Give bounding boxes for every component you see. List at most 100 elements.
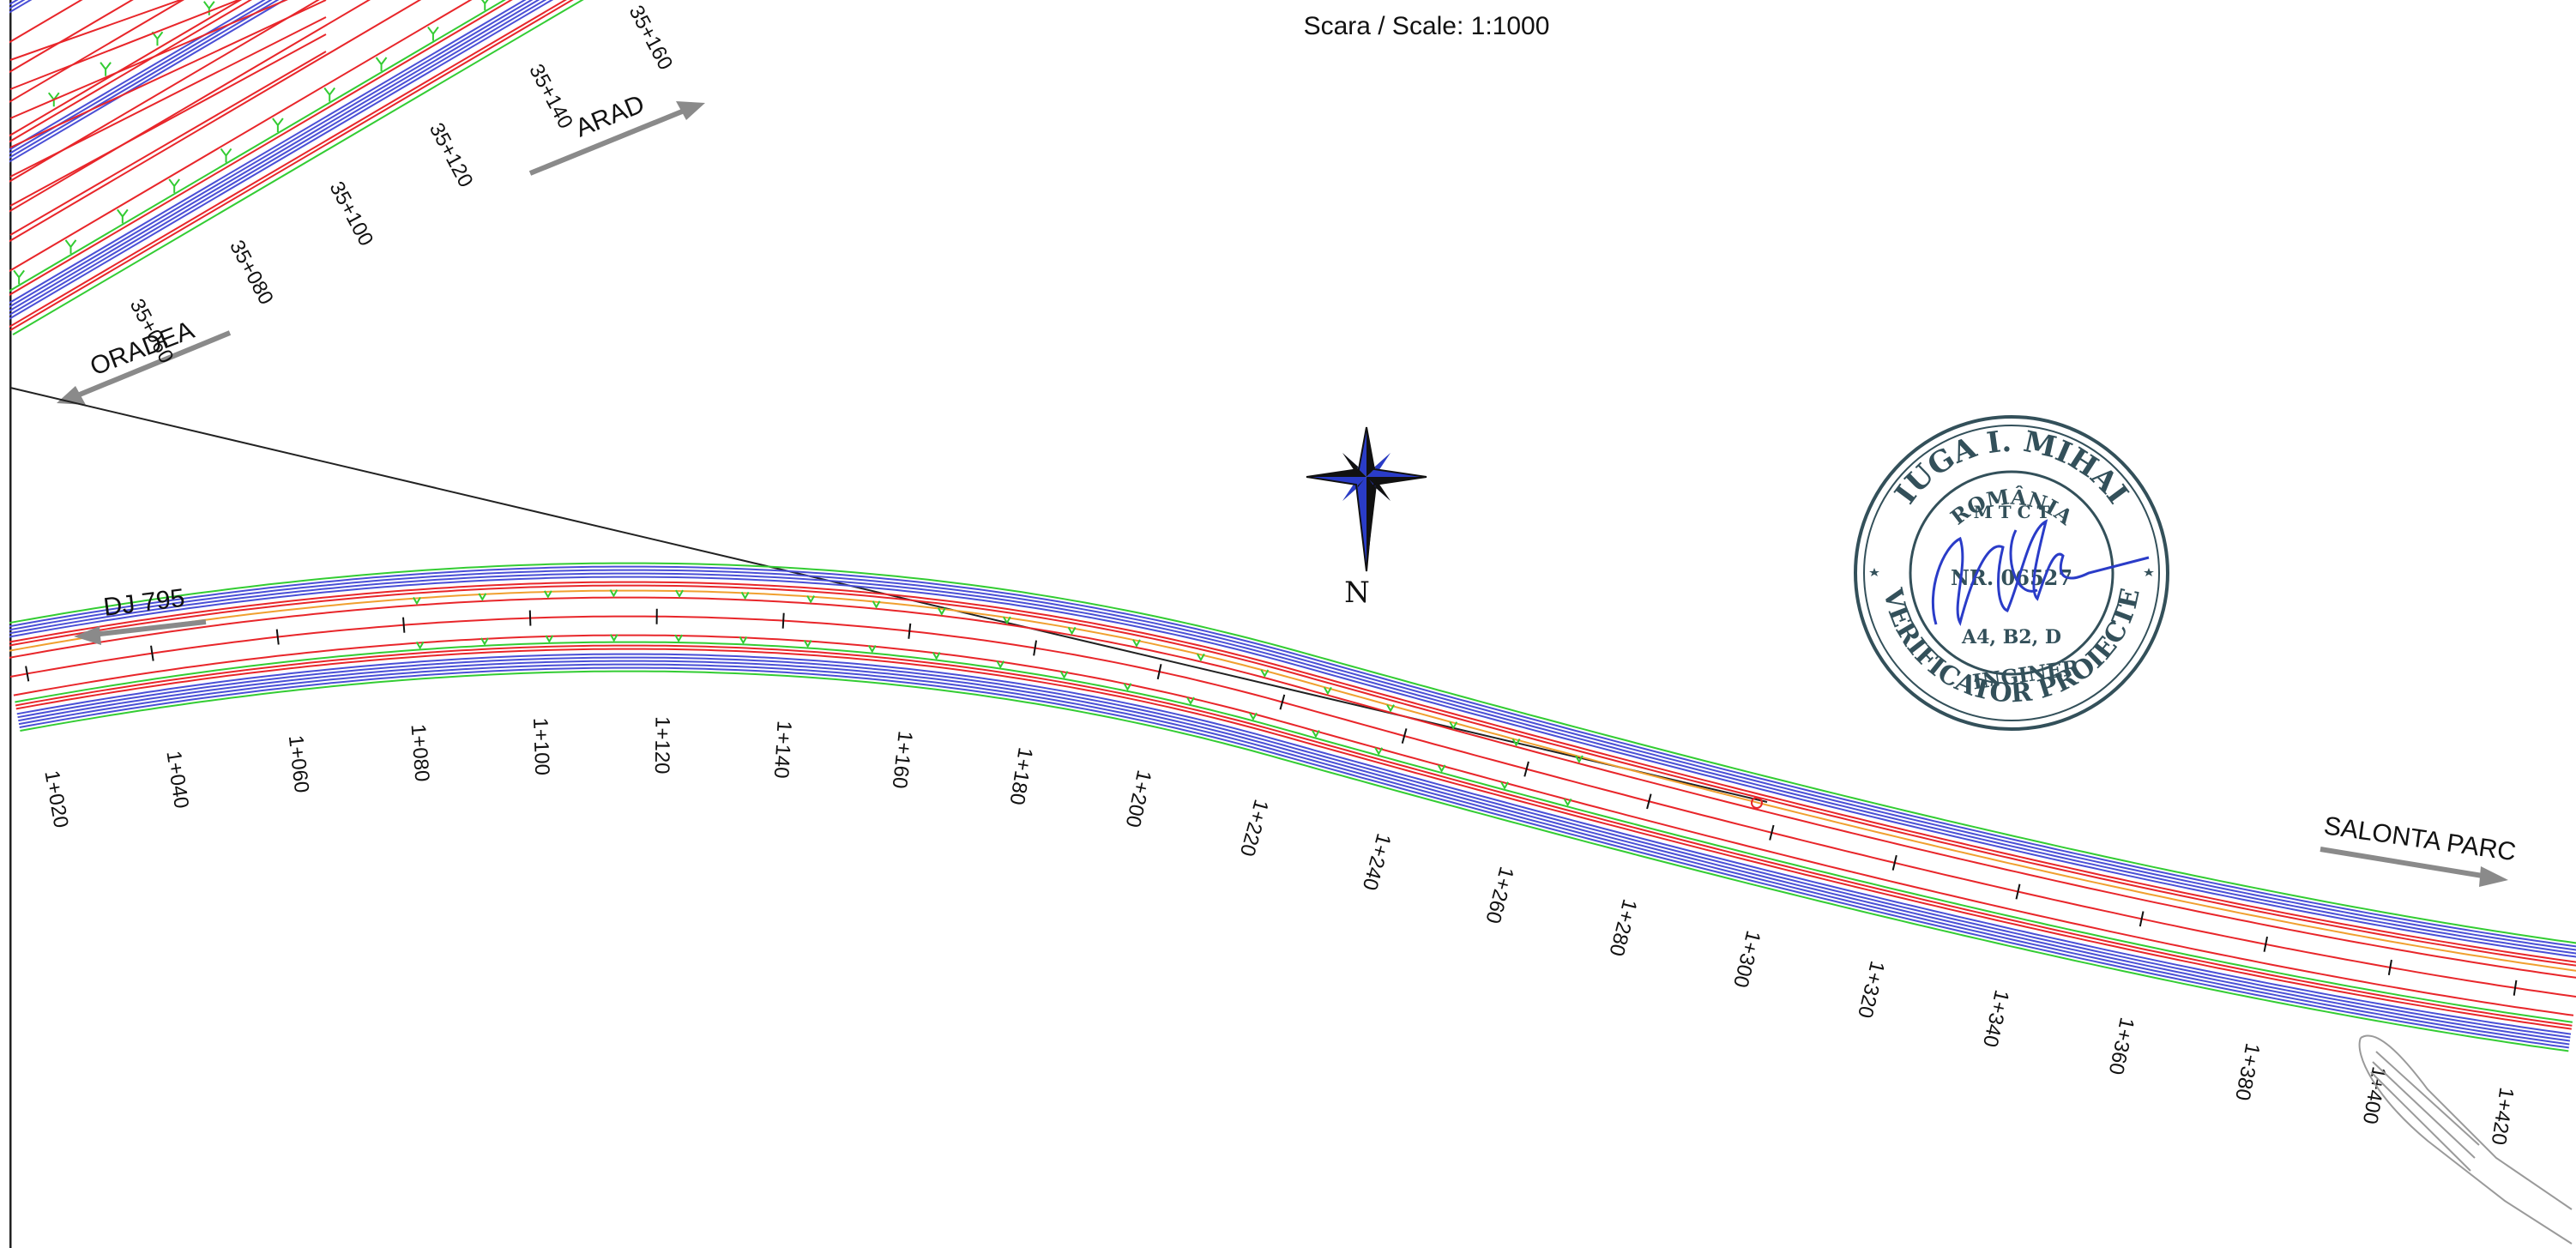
road-line — [3, 576, 2576, 958]
chainage-label: 1+100 — [528, 717, 553, 775]
edge-marker — [1123, 683, 1132, 691]
axis-tick — [1279, 694, 1286, 710]
edge-marker — [1374, 747, 1384, 756]
chainage-label: 1+300 — [1728, 928, 1765, 990]
upper-road-line — [0, 0, 534, 314]
scale-label: Scara / Scale: 1:1000 — [1304, 12, 1550, 40]
upper-road-line — [0, 0, 252, 148]
chainage-label: 1+340 — [1978, 988, 2013, 1050]
label-arad: ARAD — [571, 90, 649, 143]
stamp-ministry: M T C T — [1974, 502, 2050, 522]
upper-road-line — [0, 0, 266, 157]
hatch-line — [9, 0, 327, 148]
upper-road-line — [0, 0, 422, 248]
upper-edge-marker — [13, 269, 25, 285]
upper-chainage-label: 35+160 — [624, 2, 678, 74]
upper-edge-marker — [427, 26, 439, 41]
arrow-dj795 — [74, 619, 207, 645]
road-line — [6, 596, 2576, 979]
upper-road-line — [0, 0, 83, 49]
upper-road-line — [12, 0, 584, 336]
chainage-label: 1+080 — [406, 723, 433, 782]
edge-marker — [543, 590, 552, 599]
road-line — [20, 670, 2569, 1052]
edge-marker — [480, 637, 489, 646]
upper-road-line — [0, 0, 19, 11]
upper-edge-marker — [272, 118, 284, 132]
road-line — [4, 584, 2576, 967]
road-line — [0, 562, 2576, 944]
axis-tick — [2263, 936, 2268, 952]
chainage-label: 1+380 — [2230, 1041, 2264, 1102]
edge-marker — [872, 600, 881, 609]
chainage-label: 1+020 — [39, 769, 72, 829]
edge-marker — [1575, 755, 1584, 764]
road-line — [15, 644, 2573, 1027]
axis-tick — [781, 612, 785, 629]
edge-marker — [1449, 721, 1458, 730]
edge-marker — [937, 607, 946, 616]
upper-edge-marker — [220, 148, 232, 163]
edge-marker — [739, 636, 748, 645]
chainage-label: 1+280 — [1604, 896, 1641, 958]
edge-marker — [806, 595, 816, 604]
signature-icon — [1931, 519, 2150, 627]
chainage-label: 1+260 — [1481, 864, 1518, 925]
arrow-salonta-parc — [2320, 847, 2508, 887]
upper-road-line — [0, 0, 513, 302]
axis-tick — [1891, 854, 1897, 871]
upper-road-line — [0, 0, 506, 298]
upper-road-line — [4, 0, 554, 323]
hatch-line — [9, 0, 241, 90]
hatch-line — [9, 0, 288, 119]
chainage-label: 1+060 — [284, 734, 313, 794]
axis-tick — [1156, 664, 1162, 680]
chainage-label: 1+240 — [1358, 831, 1396, 893]
axis-tick — [150, 645, 154, 661]
upper-edge-marker — [64, 239, 77, 254]
road-line — [3, 581, 2576, 963]
upper-edge-marker — [117, 208, 129, 224]
upper-road-red-hatch — [9, 0, 327, 236]
edge-marker — [1260, 669, 1270, 678]
road-line — [9, 615, 2576, 998]
main-road — [0, 562, 2576, 1052]
upper-edge-marker — [100, 62, 112, 76]
edge-marker — [1067, 626, 1077, 636]
edge-marker — [996, 660, 1005, 669]
upper-edge-marker — [168, 178, 180, 193]
road-line — [2, 572, 2576, 955]
upper-road-line — [0, 0, 280, 165]
axis-point-marker — [1751, 797, 1763, 809]
edge-marker — [1186, 696, 1195, 705]
upper-edge-marker — [375, 57, 388, 72]
axis-tick — [528, 610, 532, 626]
upper-road-line — [8, 0, 567, 329]
chainage-label: 1+120 — [650, 716, 674, 775]
upper-chainage-label: 35+140 — [524, 60, 577, 132]
axis-tick — [275, 629, 280, 645]
chainage-label: 1+220 — [1235, 797, 1273, 859]
chainage-label: 1+200 — [1121, 768, 1156, 829]
upper-road-line — [0, 0, 134, 79]
hatch-line — [9, 0, 184, 61]
edge-marker — [1312, 729, 1320, 739]
road-line — [5, 589, 2576, 972]
axis-tick — [2015, 883, 2021, 900]
edge-marker — [415, 641, 425, 650]
road-line — [19, 666, 2569, 1049]
axis-tick — [1646, 793, 1652, 810]
road-line — [15, 648, 2572, 1030]
edge-marker — [478, 593, 487, 601]
axis-tick — [1769, 824, 1775, 841]
edge-marker — [545, 635, 554, 643]
edge-marker — [1197, 653, 1205, 662]
road-line — [1, 565, 2576, 948]
upper-road-line — [0, 0, 473, 278]
edge-marker — [674, 634, 683, 643]
arrow-arad — [528, 101, 705, 176]
hatch-line — [9, 33, 327, 207]
chainage-label: 1+140 — [769, 720, 796, 779]
bottom-right-feature — [2358, 1034, 2573, 1245]
